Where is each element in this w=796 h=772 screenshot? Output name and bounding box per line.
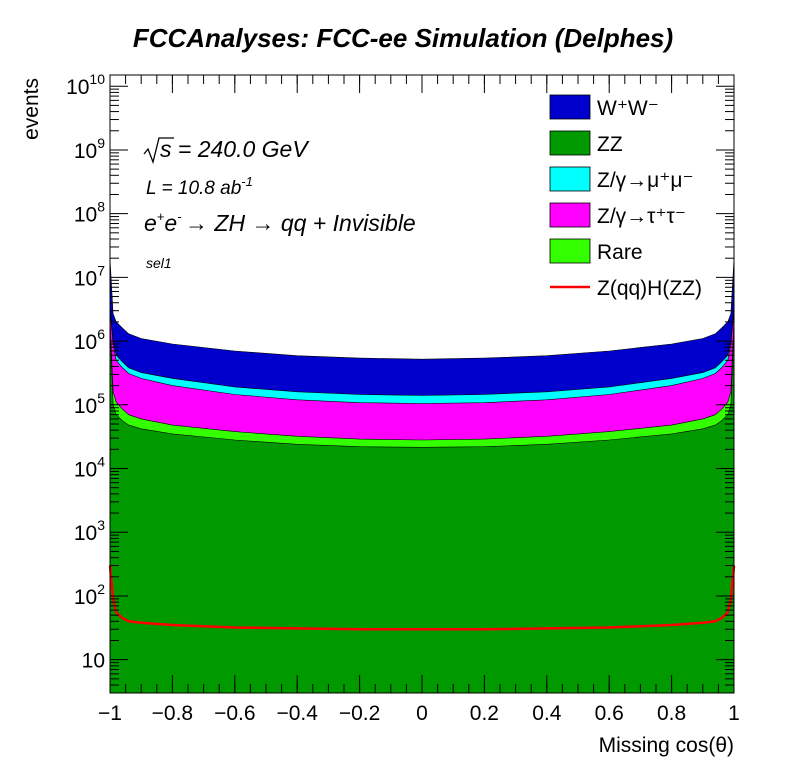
signal-line (108, 565, 736, 631)
annotation-process-initial: e+e- (144, 209, 182, 236)
plot-frame (109, 74, 735, 694)
x-tick-label: 0.6 (595, 702, 624, 725)
x-tick-label: 0.4 (532, 702, 562, 725)
x-tick-label: 0.2 (470, 702, 499, 725)
legend-swatch (549, 94, 591, 120)
annotation-lumi: L = 10.8 ab-1 (146, 174, 253, 199)
sqrt-icon (143, 137, 174, 165)
signal-line-group (108, 565, 736, 631)
legend-label: Z(qq)H(ZZ) (597, 277, 702, 300)
legend: W⁺W⁻ ZZ Z/γ→μ⁺μ⁻ Z/γ→τ⁺τ⁻ Rare Z(qq)H(ZZ) (549, 94, 702, 300)
y-tick-label: 108 (74, 199, 105, 227)
y-tick-label: 105 (74, 390, 105, 418)
legend-swatch (549, 238, 591, 264)
annotation-sqrt-s: s = 240.0 GeV (160, 136, 310, 162)
legend-swatch (549, 166, 591, 192)
legend-label: Z/γ→τ⁺τ⁻ (597, 205, 686, 228)
legend-label: Rare (597, 241, 643, 264)
area-zz (109, 321, 735, 694)
y-tick-labels: 10 102 103 104 105 106 107 108 109 1010 (66, 71, 105, 672)
y-tick-label: 107 (74, 262, 105, 290)
x-tick-label: −0.4 (276, 702, 318, 725)
x-tick-label: 0 (416, 702, 428, 725)
axis-ticks (109, 75, 735, 694)
x-tick-label: −0.2 (339, 702, 380, 725)
x-tick-label: 1 (728, 702, 740, 725)
y-axis-label: events (20, 78, 43, 140)
legend-label: Z/γ→μ⁺μ⁻ (597, 169, 694, 192)
x-axis-label: Missing cos(θ) (599, 734, 734, 757)
y-tick-label: 102 (74, 581, 105, 609)
chart-title: FCCAnalyses: FCC-ee Simulation (Delphes) (133, 23, 673, 53)
x-tick-label: 0.8 (657, 702, 686, 725)
y-tick-label: 109 (74, 135, 105, 163)
x-tick-labels: −1 −0.8 −0.6 −0.4 −0.2 0 0.2 0.4 0.6 0.8 1 (98, 702, 740, 725)
annotations: s = 240.0 GeV L = 10.8 ab-1 e+e- → ZH → … (143, 136, 416, 271)
annotation-process: → ZH → qq + Invisible (185, 210, 416, 236)
legend-label: ZZ (597, 133, 623, 156)
y-tick-label: 10 (82, 650, 105, 673)
x-tick-label: −1 (98, 702, 122, 725)
y-tick-label: 1010 (66, 71, 105, 99)
y-tick-label: 104 (74, 454, 105, 482)
x-tick-label: −0.8 (152, 702, 193, 725)
stacked-areas (109, 258, 735, 694)
annotation-selection: sel1 (146, 255, 172, 271)
y-tick-label: 103 (74, 517, 105, 545)
y-tick-label: 106 (74, 326, 105, 354)
legend-label: W⁺W⁻ (597, 97, 659, 120)
legend-swatch (549, 202, 591, 228)
x-tick-label: −0.6 (214, 702, 255, 725)
legend-swatch (549, 130, 591, 156)
